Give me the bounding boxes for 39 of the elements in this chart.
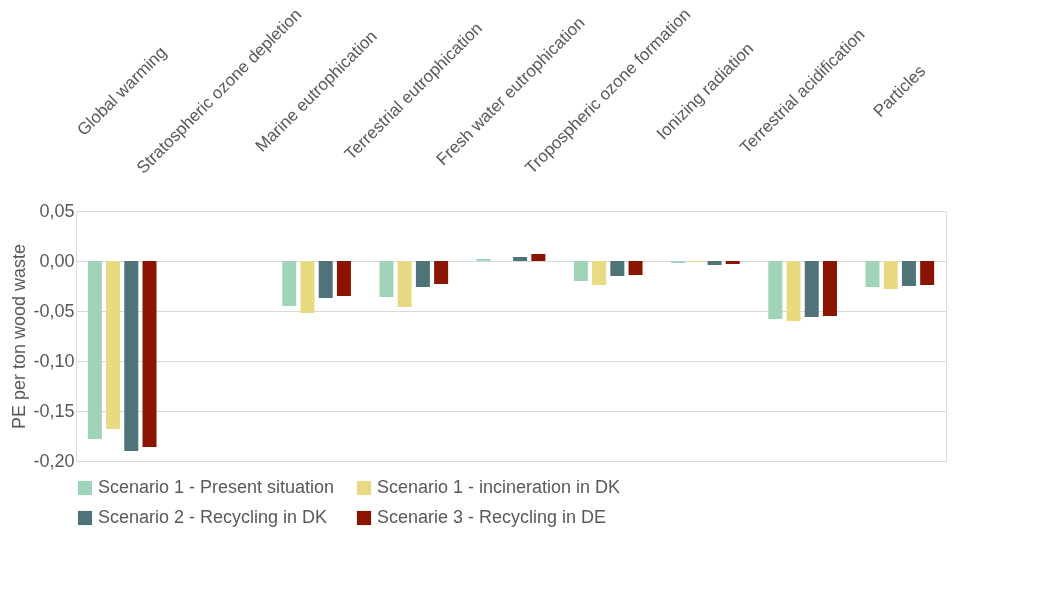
y-tick-label: -0,15 bbox=[33, 400, 75, 421]
bar bbox=[531, 254, 546, 261]
bar bbox=[336, 261, 351, 296]
bar bbox=[883, 261, 898, 289]
bar bbox=[592, 261, 607, 285]
bar bbox=[573, 261, 588, 281]
bar bbox=[768, 261, 783, 319]
bar bbox=[804, 261, 819, 317]
bar bbox=[434, 261, 449, 284]
bar bbox=[318, 261, 333, 298]
bar bbox=[628, 261, 643, 275]
y-tick-label: 0,00 bbox=[39, 250, 75, 271]
bar bbox=[725, 261, 740, 264]
y-axis-title: PE per ton wood waste bbox=[9, 243, 30, 430]
bar bbox=[610, 261, 625, 276]
legend-label: Scenario 1 - incineration in DK bbox=[377, 477, 621, 497]
bar bbox=[822, 261, 837, 316]
y-tick-label: 0,05 bbox=[39, 200, 75, 221]
bar bbox=[707, 261, 722, 265]
bar bbox=[124, 261, 139, 451]
bar bbox=[865, 261, 880, 287]
bar bbox=[415, 261, 430, 287]
bar bbox=[300, 261, 315, 313]
bar bbox=[106, 261, 121, 429]
bar bbox=[282, 261, 297, 306]
legend-label: Scenario 1 - Present situation bbox=[98, 477, 335, 497]
bar bbox=[786, 261, 801, 321]
bar bbox=[513, 257, 528, 261]
bar bbox=[87, 261, 102, 439]
y-tick-label: -0,20 bbox=[33, 450, 75, 471]
legend-label: Scenario 2 - Recycling in DK bbox=[98, 507, 328, 527]
y-tick-label: -0,05 bbox=[33, 300, 75, 321]
bar bbox=[397, 261, 412, 307]
legend-label: Scenarie 3 - Recycling in DE bbox=[377, 507, 607, 527]
bar bbox=[901, 261, 916, 286]
y-tick-label: -0,10 bbox=[33, 350, 75, 371]
bar bbox=[920, 261, 935, 285]
bar bbox=[379, 261, 394, 297]
bar bbox=[142, 261, 157, 447]
